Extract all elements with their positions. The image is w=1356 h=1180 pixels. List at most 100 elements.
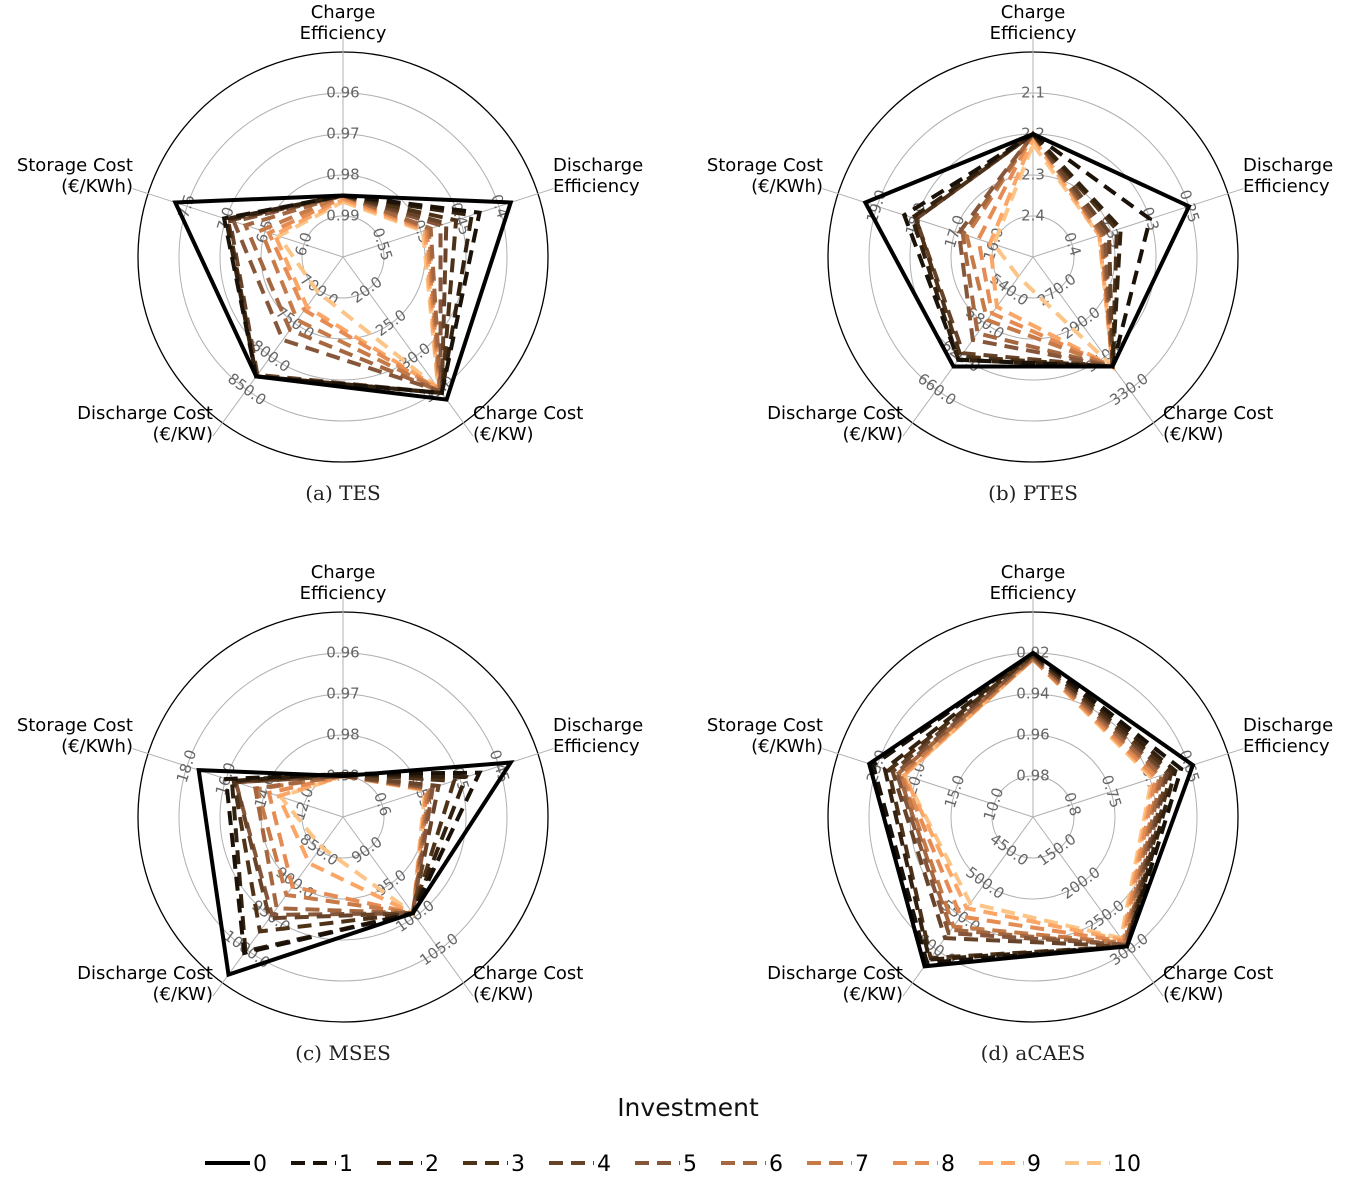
- tick-label: 0.8: [1060, 790, 1084, 818]
- tick-label: 0.99: [326, 207, 359, 225]
- series-line-2: [223, 193, 475, 396]
- series-line-0: [172, 193, 514, 402]
- axis-label: Charge Efficiency: [300, 562, 387, 604]
- axis-spoke: [822, 748, 1034, 818]
- chart-caption: (b) PTES: [988, 481, 1078, 505]
- tick-label: 0.94: [1016, 685, 1049, 703]
- axis-label: Charge Efficiency: [990, 562, 1077, 604]
- legend-label-1: 1: [339, 1152, 353, 1177]
- axis-spoke: [342, 256, 474, 437]
- axis-spoke: [342, 188, 554, 258]
- tick-label: 25.0: [372, 306, 410, 340]
- axis-label: Discharge Efficiency: [553, 155, 643, 197]
- tick-label: 0.4: [1060, 230, 1084, 258]
- series-line-4: [227, 193, 449, 396]
- tick-label: 105.0: [416, 929, 461, 969]
- axis-label: Charge Cost (€/KW): [473, 963, 583, 1005]
- axis-label: Charge Cost (€/KW): [473, 403, 583, 445]
- tick-label: 2.4: [1021, 207, 1045, 225]
- tick-label: 0.98: [326, 726, 359, 744]
- axis-label: Storage Cost (€/KWh): [17, 155, 133, 197]
- series-line-0: [862, 131, 1192, 369]
- axis-spoke: [342, 816, 474, 997]
- axis-label: Discharge Cost (€/KW): [767, 963, 903, 1005]
- series-line-3: [231, 771, 457, 934]
- axis-label: Discharge Efficiency: [1243, 155, 1333, 197]
- legend-label-7: 7: [855, 1152, 869, 1177]
- chart-caption: (c) MSES: [295, 1041, 391, 1065]
- tick-label: 18.0: [173, 747, 200, 784]
- series-line-3: [886, 652, 1174, 961]
- tick-label: 0.6: [370, 790, 394, 818]
- axis-spoke: [1032, 256, 1164, 437]
- series-line-6: [242, 193, 443, 395]
- chart-caption: (d) aCAES: [981, 1041, 1086, 1065]
- tick-label: 0.96: [326, 84, 359, 102]
- series-line-2: [909, 131, 1123, 369]
- axis-label: Storage Cost (€/KWh): [707, 155, 823, 197]
- tick-label: 20.0: [348, 273, 386, 307]
- series-line-9: [988, 133, 1115, 370]
- axis-label: Charge Cost (€/KW): [1163, 963, 1273, 1005]
- tick-label: 0.98: [326, 166, 359, 184]
- radar-chart-2: 0.990.980.970.960.6 0.55 0.5 0.4590.095.010…: [17, 562, 643, 1065]
- legend-label-10: 10: [1113, 1152, 1141, 1177]
- axis-label: Charge Efficiency: [300, 2, 387, 44]
- axis-spoke: [1032, 188, 1244, 258]
- axis-label: Discharge Cost (€/KW): [77, 963, 213, 1005]
- tick-label: 0.55: [369, 226, 396, 263]
- tick-label: 10.0: [980, 786, 1007, 823]
- radar-chart-3: 0.980.960.940.920.8 0.75 0.7 0.65150.0200.0…: [707, 562, 1333, 1065]
- radar-chart-0: 0.990.980.970.960.55 0.5 0.45 0.420.025.030…: [17, 2, 643, 505]
- tick-label: 2.3: [1021, 166, 1045, 184]
- axis-label: Charge Cost (€/KW): [1163, 403, 1273, 445]
- axis-label: Discharge Efficiency: [553, 715, 643, 757]
- legend: Investment 0 1 2 3 4 5 6 7 8 9 10: [205, 1093, 1141, 1177]
- series-line-1: [223, 770, 483, 956]
- series-line-1: [221, 193, 482, 396]
- series-line-5: [894, 654, 1168, 947]
- tick-label: 15.0: [941, 773, 968, 810]
- tick-label: 0.97: [326, 125, 359, 143]
- legend-label-3: 3: [511, 1152, 525, 1177]
- axis-label: Storage Cost (€/KWh): [17, 715, 133, 757]
- tick-label: 450.0: [987, 830, 1032, 870]
- axis-spoke: [132, 188, 344, 258]
- tick-label: 0.96: [326, 644, 359, 662]
- axis-label: Charge Efficiency: [990, 2, 1077, 44]
- tick-label: 270.0: [1034, 270, 1079, 310]
- axis-spoke: [1032, 748, 1244, 818]
- chart-caption: (a) TES: [305, 481, 381, 505]
- series-line-8: [266, 773, 430, 916]
- tick-label: 6.0: [291, 230, 315, 258]
- series-line-4: [233, 773, 441, 921]
- series-line-4: [890, 652, 1170, 949]
- legend-label-9: 9: [1027, 1152, 1041, 1177]
- axis-spoke: [902, 256, 1034, 437]
- axis-spoke: [212, 256, 344, 437]
- legend-label-6: 6: [769, 1152, 783, 1177]
- axis-spoke: [342, 748, 554, 818]
- axis-label: Storage Cost (€/KWh): [707, 715, 823, 757]
- tick-label: 2.1: [1021, 84, 1045, 102]
- tick-label: 150.0: [1034, 830, 1079, 870]
- legend-label-0: 0: [253, 1152, 267, 1177]
- axis-spoke: [822, 188, 1034, 258]
- tick-label: 200.0: [1058, 863, 1103, 903]
- radar-chart-1: 2.42.32.22.10.4 0.35 0.3 0.25270.0290.0310.…: [707, 2, 1333, 505]
- tick-label: 0.75: [1098, 773, 1125, 810]
- tick-label: 330.0: [1106, 369, 1151, 409]
- legend-label-8: 8: [941, 1152, 955, 1177]
- tick-label: 0.97: [326, 685, 359, 703]
- legend-label-2: 2: [425, 1152, 439, 1177]
- axis-label: Discharge Cost (€/KW): [77, 403, 213, 445]
- tick-label: 660.0: [914, 369, 959, 409]
- tick-label: 0.98: [1016, 767, 1049, 785]
- tick-label: 90.0: [348, 833, 386, 867]
- legend-title: Investment: [617, 1093, 759, 1122]
- legend-label-5: 5: [683, 1152, 697, 1177]
- axis-spoke: [1032, 816, 1164, 997]
- axis-label: Discharge Efficiency: [1243, 715, 1333, 757]
- series-line-1: [901, 131, 1153, 369]
